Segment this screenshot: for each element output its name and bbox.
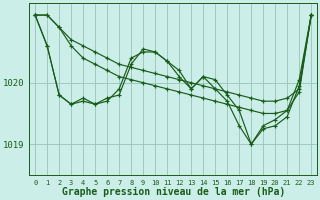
X-axis label: Graphe pression niveau de la mer (hPa): Graphe pression niveau de la mer (hPa) (61, 187, 285, 197)
